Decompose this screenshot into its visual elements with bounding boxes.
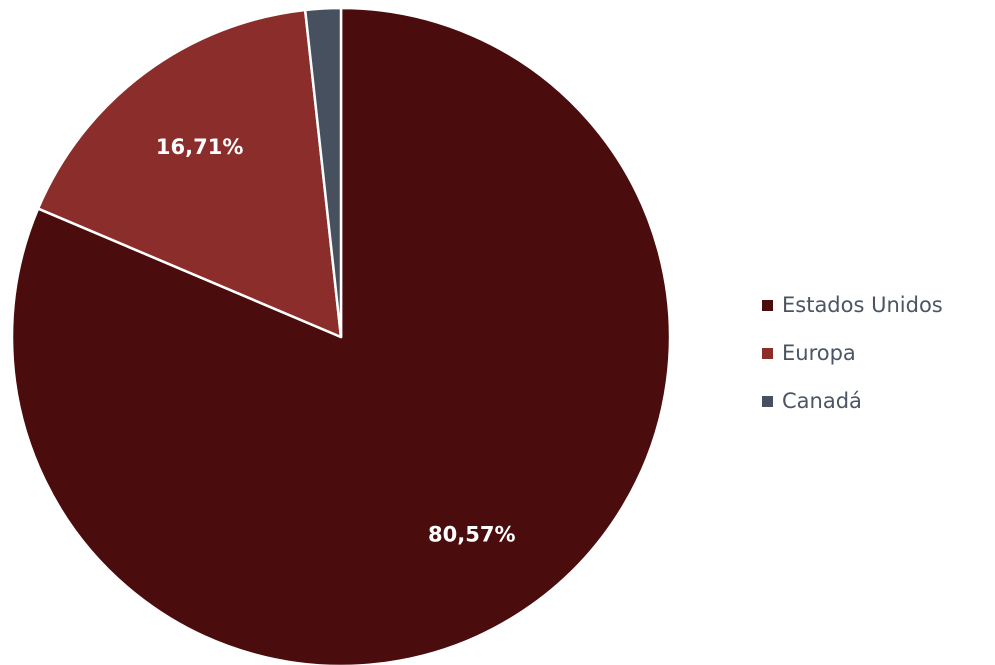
legend-item[interactable]: Canadá — [762, 377, 943, 425]
legend-swatch — [762, 395, 773, 407]
legend-item[interactable]: Estados Unidos — [762, 281, 943, 329]
legend: Estados Unidos Europa Canadá — [762, 281, 943, 425]
pie-slices — [10, 6, 672, 665]
legend-item[interactable]: Europa — [762, 329, 943, 377]
pie-slice-1[interactable] — [36, 8, 343, 339]
legend-swatch — [762, 347, 773, 359]
legend-swatch — [762, 299, 773, 311]
pie-data-label-1: 16,71% — [156, 135, 243, 159]
pie-slice-0[interactable] — [10, 6, 672, 665]
pie-data-labels: 80,57% 16,71% — [156, 135, 516, 547]
legend-label: Europa — [782, 341, 856, 365]
pie-data-label-0: 80,57% — [428, 523, 515, 547]
legend-label: Estados Unidos — [782, 293, 943, 317]
legend-label: Canadá — [782, 389, 862, 413]
pie-slice-2[interactable] — [303, 6, 343, 339]
